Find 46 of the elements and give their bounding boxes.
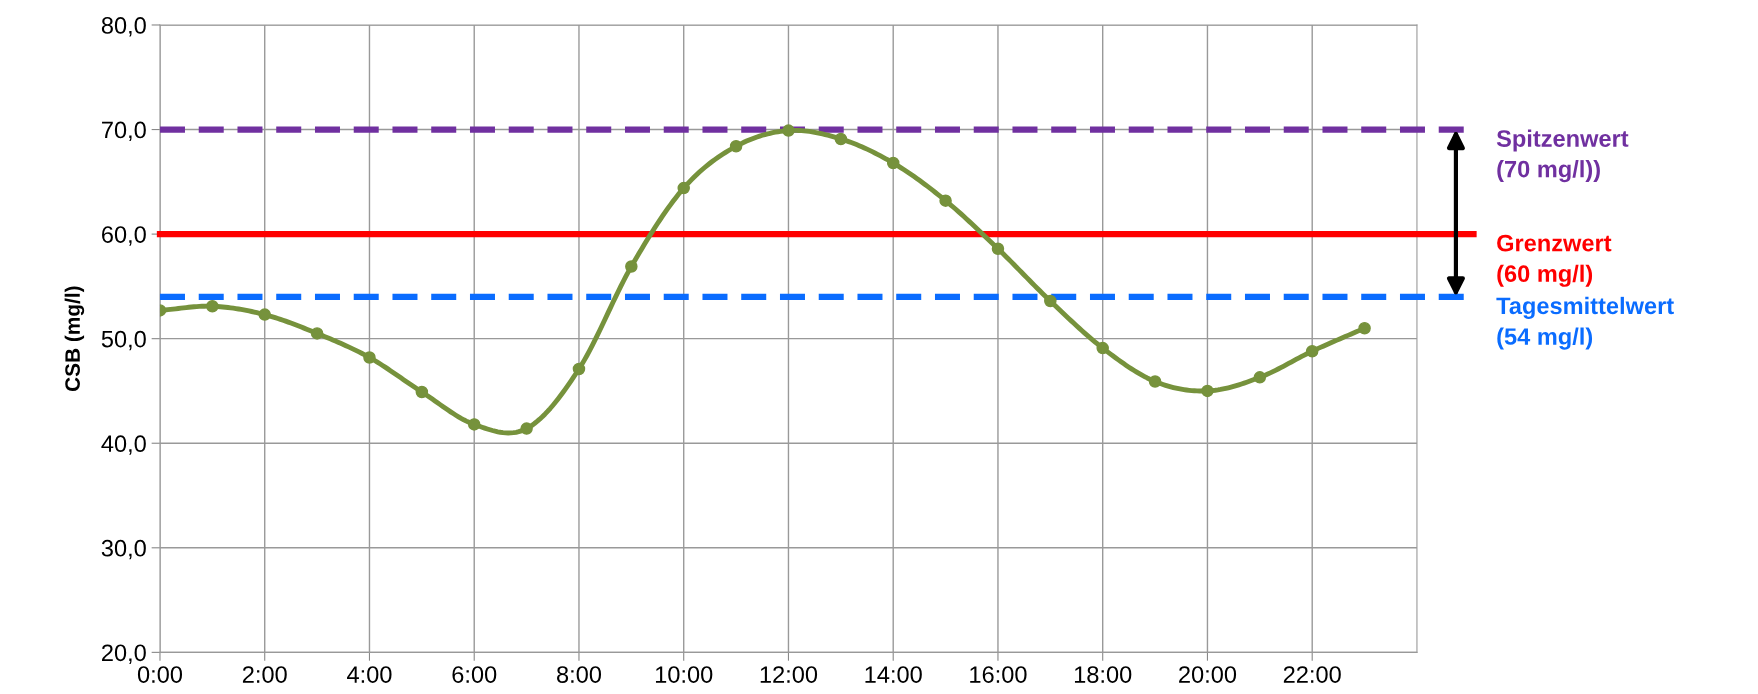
point — [886, 156, 900, 170]
y-tick-label: 70,0 — [102, 121, 146, 142]
x-tick-label: 18:00 — [1074, 666, 1132, 683]
x-tick-label: 12:00 — [760, 666, 818, 683]
point — [572, 362, 586, 376]
point — [677, 181, 690, 195]
point — [1305, 344, 1319, 358]
point — [625, 260, 638, 273]
point — [467, 418, 481, 431]
point — [1148, 375, 1162, 388]
point — [1201, 384, 1214, 398]
x-tick-label: 10:00 — [655, 666, 713, 683]
x-tick-label: 4:00 — [347, 666, 392, 683]
point — [1044, 294, 1057, 308]
x-tick-label: 14:00 — [865, 666, 922, 683]
point — [782, 124, 795, 137]
point — [363, 351, 376, 364]
y-tick-label: 40,0 — [101, 435, 146, 455]
y-tick-label: 60,0 — [102, 226, 146, 246]
point — [258, 308, 271, 321]
point — [310, 327, 324, 340]
y-tick-label: 80,0 — [101, 17, 146, 37]
ref-line-label: Spitzenwert (70 mg/l)) — [1496, 129, 1629, 183]
y-tick-label: 20,0 — [102, 644, 146, 664]
x-tick-label: 6:00 — [452, 666, 497, 683]
y-axis-title: CSB (mg/l) — [64, 286, 85, 392]
point — [206, 300, 219, 313]
point — [415, 385, 429, 399]
point — [939, 194, 952, 207]
x-tick-label: 22:00 — [1283, 666, 1341, 683]
point — [1096, 341, 1109, 355]
point — [1358, 321, 1371, 335]
x-tick-label: 0:00 — [137, 666, 183, 683]
y-tick-label: 50,0 — [101, 330, 146, 351]
point — [834, 132, 848, 146]
x-tick-label: 8:00 — [557, 666, 602, 683]
ref-line-label: Tagesmittelwert (54 mg/l) — [1496, 296, 1674, 350]
point — [991, 242, 1005, 255]
x-tick-label: 2:00 — [242, 666, 287, 683]
point — [729, 140, 743, 153]
x-tick-label: 20:00 — [1179, 666, 1237, 683]
y-tick-label: 30,0 — [101, 539, 146, 560]
ref-line-label: Grenzwert (60 mg/l) — [1497, 234, 1612, 287]
x-tick-label: 16:00 — [970, 666, 1027, 683]
point — [520, 422, 533, 435]
point — [1253, 371, 1267, 384]
